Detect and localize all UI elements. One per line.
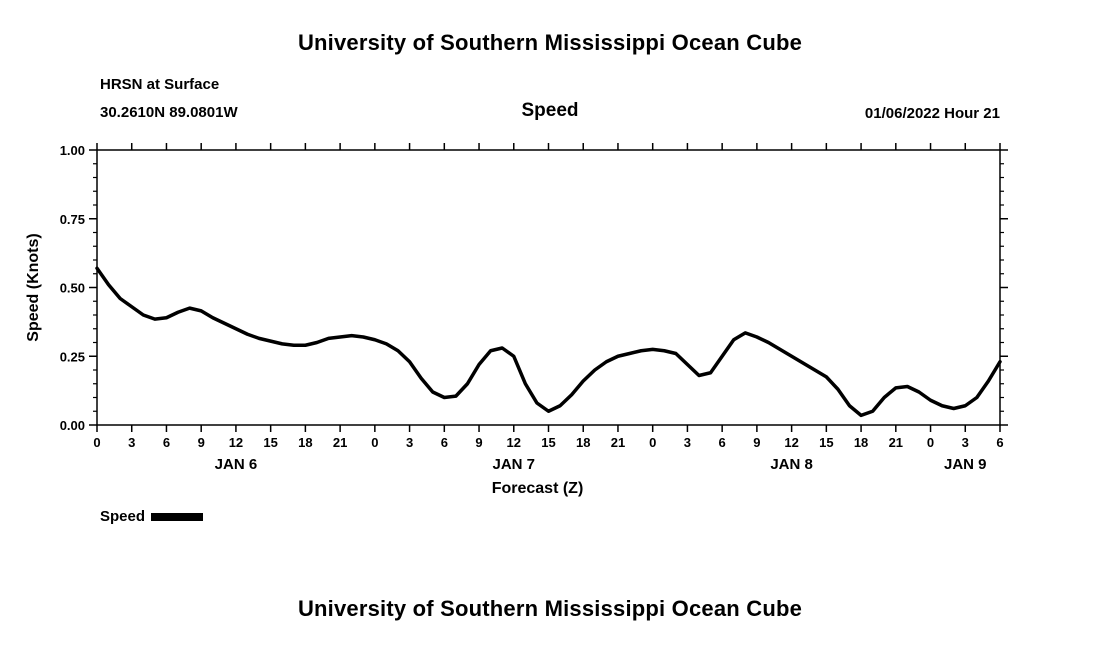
x-tick-label: 18 [576,435,590,450]
y-tick-label: 0.25 [60,349,85,364]
x-tick-label: 12 [507,435,521,450]
plot-frame [96,149,1001,426]
x-tick-label: 0 [371,435,378,450]
x-tick-label: 12 [784,435,798,450]
y-tick-label: 0.00 [60,418,85,433]
x-tick-label: 9 [475,435,482,450]
y-tick-label: 0.50 [60,281,85,296]
x-tick-label: 6 [441,435,448,450]
x-tick-label: 3 [406,435,413,450]
coordinates-label: 30.2610N 89.0801W [100,104,238,121]
page-title-top: University of Southern Mississippi Ocean… [297,30,803,55]
variable-title: Speed [521,100,579,121]
speed-line-chart: 0 3 6 9 12 15 18 21 0 3 6 9 12 15 18 21 0 3 6 9 12 15 18 21 0 3 6 0… [25,143,1008,497]
day-label: JAN 7 [493,456,536,473]
legend-label: Speed [100,508,146,525]
x-tick-label: 9 [753,435,760,450]
speed-series-line [95,266,1002,418]
datetime-label: 01/06/2022 Hour 21 [864,105,1000,122]
page-title-bottom: University of Southern Mississippi Ocean… [297,596,803,621]
day-label: JAN 6 [215,456,258,473]
x-tick-label: 21 [611,435,625,450]
x-tick-label: 6 [996,435,1003,450]
x-tick-label: 21 [889,435,903,450]
chart-legend: Speed [100,508,204,525]
x-tick-label: 21 [333,435,347,450]
x-tick-label: 3 [962,435,969,450]
x-tick-label: 0 [927,435,934,450]
x-tick-label: 15 [541,435,555,450]
y-axis-title: Speed (Knots) [25,233,42,341]
x-tick-label: 15 [263,435,277,450]
x-tick-label: 0 [93,435,100,450]
y-tick-label: 0.75 [60,212,85,227]
x-tick-label: 6 [163,435,170,450]
x-tick-label: 18 [298,435,312,450]
x-tick-label: 6 [719,435,726,450]
x-tick-label: 3 [128,435,135,450]
x-tick-label: 18 [854,435,868,450]
day-label: JAN 9 [944,456,987,473]
x-tick-label: 0 [649,435,656,450]
y-tick-label: 1.00 [60,143,85,158]
x-tick-label: 9 [198,435,205,450]
day-label: JAN 8 [770,456,813,473]
station-label: HRSN at Surface [100,76,220,93]
x-axis-title: Forecast (Z) [492,480,584,497]
x-tick-label: 15 [819,435,833,450]
legend-line-swatch [151,512,204,521]
x-tick-label: 3 [684,435,691,450]
x-tick-label: 12 [229,435,243,450]
